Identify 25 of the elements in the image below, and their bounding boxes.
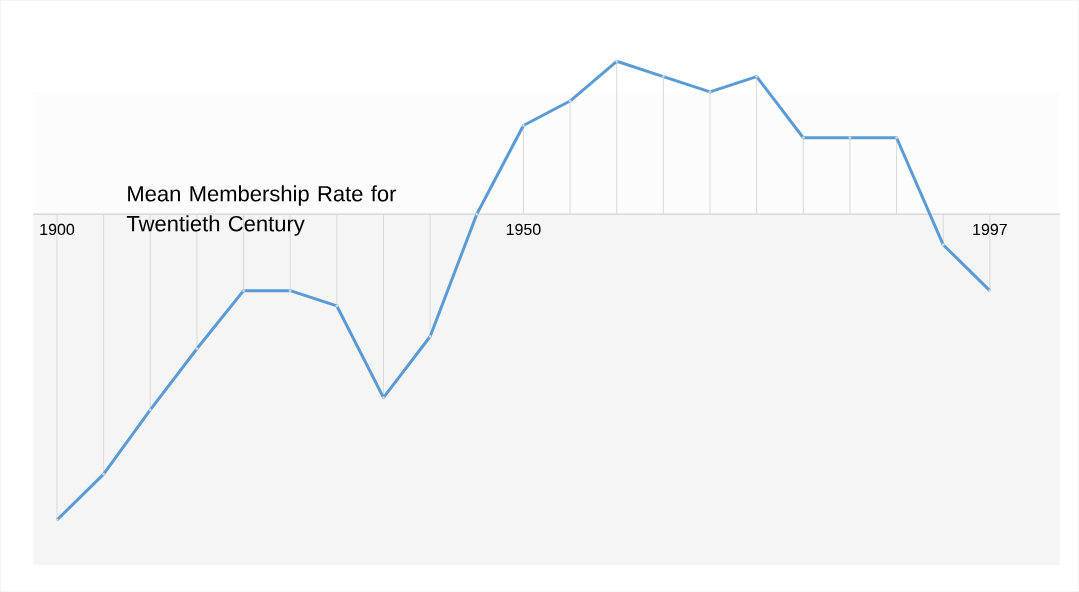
point: [988, 289, 992, 292]
x-tick-label: 1900: [40, 223, 75, 235]
point: [242, 289, 245, 292]
point: [148, 408, 152, 412]
x-tick-label: 1997: [973, 223, 1007, 235]
point: [661, 75, 665, 78]
x-tick-label: 1950: [506, 223, 541, 235]
text: Mean Membership Rate for Twentieth Century: [126, 185, 397, 236]
point: [801, 136, 805, 140]
point: [522, 124, 525, 127]
point: [475, 212, 479, 216]
point: [848, 136, 852, 140]
point: [941, 243, 945, 247]
point: [615, 59, 619, 63]
point: [102, 472, 106, 476]
point: [708, 90, 712, 94]
point: [288, 289, 292, 292]
point: [428, 335, 432, 338]
point: [895, 136, 898, 140]
point: [755, 75, 759, 78]
point: [55, 518, 59, 522]
point: [335, 304, 339, 308]
point: [568, 99, 572, 103]
point: [382, 396, 385, 400]
point: [195, 347, 199, 351]
